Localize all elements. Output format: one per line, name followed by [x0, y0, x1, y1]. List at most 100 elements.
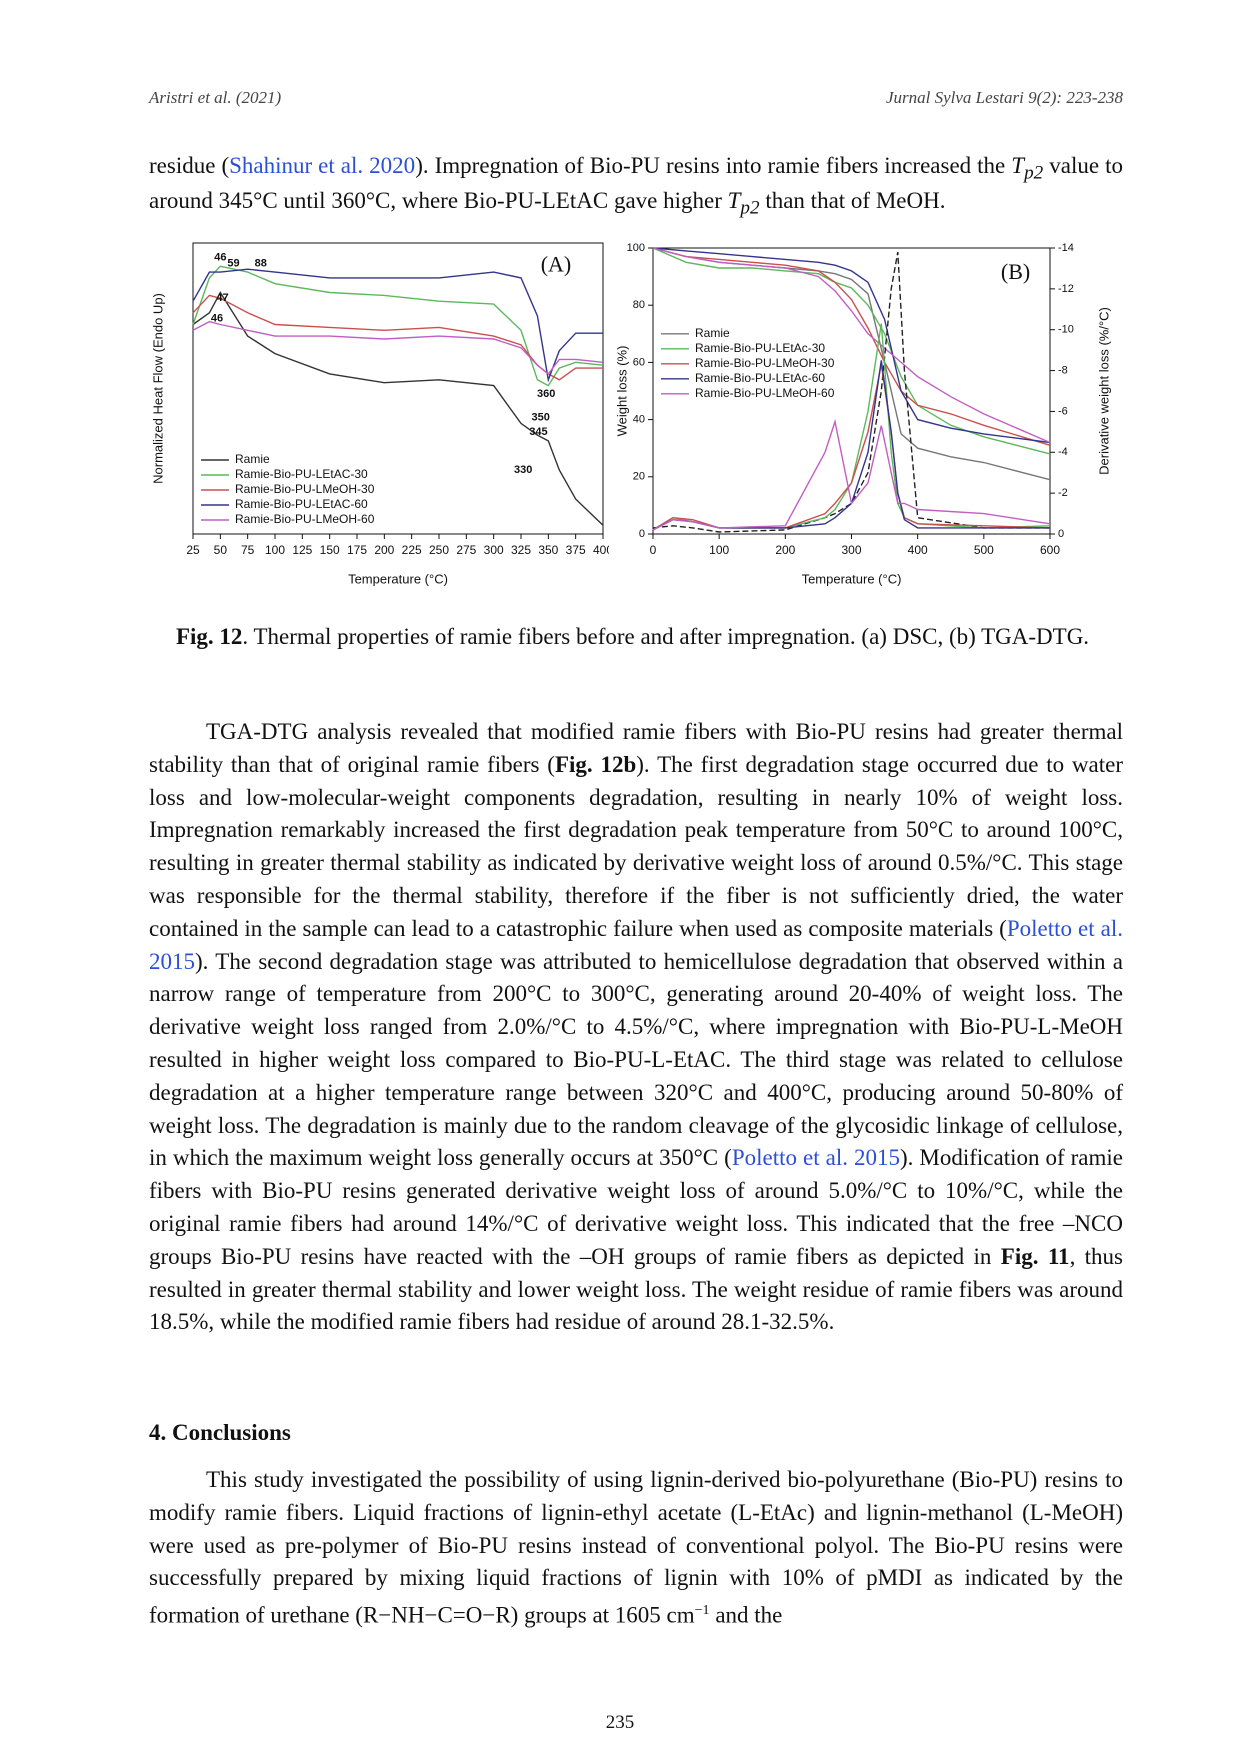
series-line [192, 320, 604, 375]
y-tick-label: 40 [633, 414, 645, 426]
series-line [652, 247, 1051, 446]
x-tick-label: 250 [429, 543, 449, 557]
symbol: T [1011, 153, 1025, 178]
paragraph: residue (Shahinur et al. 2020). Impregna… [149, 152, 1123, 221]
series-line [652, 247, 1051, 444]
legend-label: Ramie-Bio-PU-LMeOH-30 [235, 482, 375, 496]
page-number: 235 [605, 1712, 635, 1733]
x-tick-label: 350 [538, 543, 558, 557]
citation-link[interactable]: Shahinur et al. 2020 [229, 153, 416, 178]
x-tick-label: 200 [775, 543, 795, 557]
annotation: 330 [514, 464, 532, 476]
y2-tick-label: -4 [1058, 446, 1068, 458]
legend-label: Ramie [235, 452, 270, 466]
annotation: 345 [529, 426, 547, 438]
series-line [652, 247, 1051, 444]
text: and the [709, 1602, 783, 1628]
legend-label: Ramie [695, 326, 730, 340]
x-tick-label: 500 [974, 543, 994, 557]
x-axis-label: Temperature (°C) [802, 571, 902, 586]
x-tick-label: 125 [292, 543, 312, 557]
x-tick-label: 600 [1040, 543, 1060, 557]
x-tick-label: 150 [320, 543, 340, 557]
x-tick-label: 25 [186, 543, 200, 557]
series-line [192, 265, 604, 387]
y2-axis-label: Derivative weight loss (%/°C) [1096, 307, 1111, 475]
y-tick-label: 80 [633, 299, 645, 311]
x-tick-label: 0 [650, 543, 657, 557]
y2-tick-label: -2 [1058, 487, 1068, 499]
x-tick-label: 325 [511, 543, 531, 557]
running-header-left: Aristri et al. (2021) [149, 88, 282, 107]
citation-link[interactable]: Poletto et al. 2015 [731, 1145, 900, 1171]
plot-frame [192, 242, 604, 535]
y-tick-label: 0 [639, 528, 645, 540]
figure-caption: Fig. 12. Thermal properties of ramie fib… [160, 620, 1105, 653]
x-tick-label: 300 [841, 543, 861, 557]
text: , thus resulted in greater thermal stabi… [149, 1243, 1124, 1335]
annotation: 88 [255, 257, 267, 269]
x-tick-label: 100 [265, 543, 285, 557]
y2-tick-label: -6 [1058, 405, 1068, 417]
y2-tick-label: -10 [1058, 324, 1074, 336]
series-line [652, 418, 1051, 531]
y2-tick-label: -14 [1058, 242, 1074, 254]
text: TGA-DTG analysis revealed that modified … [149, 719, 1123, 777]
superscript: −1 [694, 1603, 710, 1619]
subscript: p2 [740, 197, 760, 219]
series-line [652, 247, 1051, 455]
y-tick-label: 60 [633, 356, 645, 368]
x-tick-label: 275 [456, 543, 476, 557]
y2-tick-label: -12 [1058, 283, 1074, 295]
x-tick-label: 375 [566, 543, 586, 557]
figure-number: Fig. 12 [175, 624, 243, 649]
legend-label: Ramie-Bio-PU-LEtAc-60 [695, 371, 825, 385]
x-tick-label: 300 [484, 543, 504, 557]
annotation: 46 [211, 313, 223, 325]
dsc-chart: 25 50 75 100 125 150 175 200 225 250 275 300 325 350 3… [150, 242, 609, 586]
panel-label: (B) [1001, 259, 1030, 284]
y-tick-label: 20 [633, 471, 645, 483]
symbol: T [727, 187, 741, 213]
x-tick-label: 75 [241, 543, 255, 557]
legend-label: Ramie-Bio-PU-LEtAC-60 [235, 497, 368, 511]
text: ). Modification of ramie fibers with Bio… [149, 1145, 1124, 1269]
section-heading: 4. Conclusions [149, 1420, 291, 1445]
y-tick-label: 100 [627, 242, 645, 254]
panel-label: (A) [541, 251, 572, 276]
figure-ref: Fig. 12b [554, 751, 637, 777]
running-header-right: Jurnal Sylva Lestari 9(2): 223-238 [885, 88, 1123, 107]
text: This study investigated the possibility … [149, 1467, 1123, 1628]
x-tick-label: 175 [347, 543, 367, 557]
paragraph: This study investigated the possibility … [149, 1464, 1123, 1633]
y-axis-label: Normalized Heat Flow (Endo Up) [150, 293, 165, 484]
series-line [652, 364, 1051, 531]
text: residue ( [149, 153, 230, 178]
annotation: 350 [532, 412, 550, 424]
text: value to around 345°C until 360°C, where… [149, 153, 1123, 213]
legend-label: Ramie-Bio-PU-LEtAC-30 [235, 467, 368, 481]
x-tick-label: 50 [214, 543, 228, 557]
legend-label: Ramie-Bio-PU-LMeOH-60 [235, 512, 375, 526]
x-tick-label: 200 [374, 543, 394, 557]
text: ). The first degradation stage occurred … [149, 751, 1123, 941]
text: than that of MeOH. [759, 187, 946, 213]
tga-dtg-chart: 0 100 200 300 400 500 600 0 20 40 60 80 100 0 -2 -4 -6 -8… [614, 242, 1111, 587]
figure-ref: Fig. 11 [1000, 1243, 1070, 1269]
legend-label: Ramie-Bio-PU-LEtAc-30 [695, 341, 825, 355]
text: . Thermal properties of ramie fibers bef… [242, 624, 1090, 649]
citation-link[interactable]: Poletto et al. 2015 [149, 915, 1124, 974]
text: ). The second degradation stage was attr… [149, 948, 1123, 1171]
legend-label: Ramie-Bio-PU-LMeOH-30 [695, 356, 835, 370]
x-tick-label: 400 [908, 543, 928, 557]
legend-label: Ramie-Bio-PU-LMeOH-60 [695, 386, 835, 400]
text: ). Impregnation of Bio-PU resins into ra… [415, 153, 1012, 178]
annotation: 47 [216, 292, 228, 304]
annotation: 46 [214, 251, 226, 263]
paragraph: TGA-DTG analysis revealed that modified … [149, 716, 1123, 1339]
y2-tick-label: -8 [1058, 364, 1068, 376]
x-tick-label: 400 [593, 543, 609, 557]
